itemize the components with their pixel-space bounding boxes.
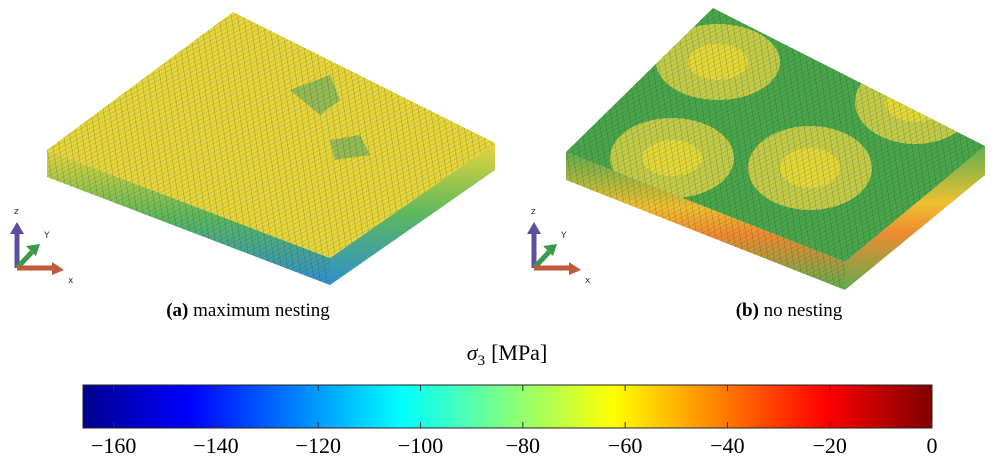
subscript: 3 xyxy=(478,353,486,369)
triad-b xyxy=(527,222,581,275)
caption-label: (b) xyxy=(736,300,759,321)
tick-label: −40 xyxy=(710,433,744,458)
axis-label: Y xyxy=(43,231,50,241)
tick-label: −80 xyxy=(506,433,540,458)
axis-label: Y xyxy=(560,231,567,241)
tick-label: −160 xyxy=(91,433,136,458)
caption: (a) maximum nesting xyxy=(166,300,330,321)
caption-label: (a) xyxy=(166,300,188,321)
axis-label: z xyxy=(14,207,19,217)
tick-label: −100 xyxy=(398,433,443,458)
axis-label: x xyxy=(68,276,74,286)
caption-text: no nesting xyxy=(764,300,843,321)
tick-label: −60 xyxy=(608,433,642,458)
caption: (b) no nesting xyxy=(736,300,843,321)
caption-text: maximum nesting xyxy=(193,300,330,321)
tick-label: −140 xyxy=(193,433,238,458)
plate-a xyxy=(47,12,495,285)
axis-label: x xyxy=(585,276,591,286)
colorbar xyxy=(83,385,932,428)
tick-label: 0 xyxy=(927,433,938,458)
axis-label: z xyxy=(531,207,536,217)
plate-b xyxy=(566,8,985,290)
triad-a xyxy=(10,222,64,275)
tick-label: −120 xyxy=(296,433,341,458)
tick-label: −20 xyxy=(812,433,846,458)
colorbar-label: σ3[MPa] xyxy=(467,340,548,369)
figure: z Y x z Y x (a) maximum nesting (b) no n… xyxy=(0,0,1008,464)
unit: [MPa] xyxy=(491,340,547,365)
